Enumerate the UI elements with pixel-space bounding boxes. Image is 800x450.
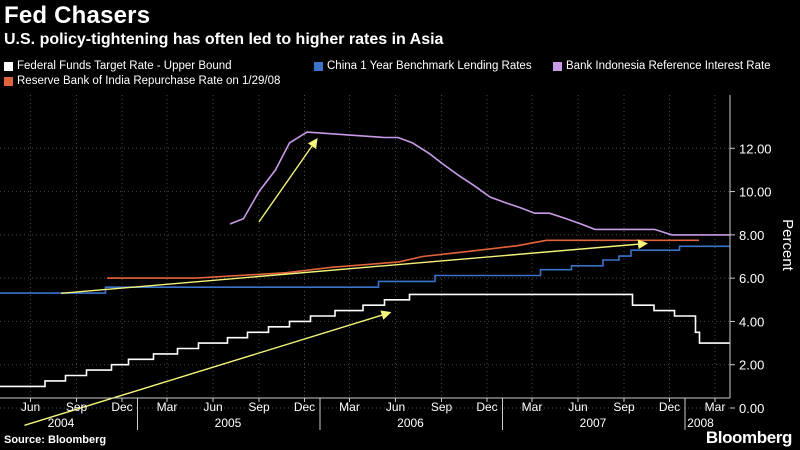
x-tick-label: Mar [522, 400, 543, 414]
series-line-0 [0, 293, 730, 388]
x-tick-label: Dec [111, 400, 132, 414]
y-tick-label: 6.00 [739, 271, 764, 286]
x-tick-label: Sep [66, 400, 88, 414]
series-line-1 [0, 245, 730, 294]
y-axis-title: Percent [779, 219, 796, 272]
series-line-3 [107, 239, 699, 279]
series-line-2 [229, 131, 730, 236]
y-tick-label: 4.00 [739, 314, 764, 329]
legend-item-fed-funds: Federal Funds Target Rate - Upper Bound [4, 60, 232, 72]
legend: Federal Funds Target Rate - Upper Bound … [0, 58, 800, 90]
annotation-layer [24, 137, 648, 426]
x-tick-label: Mar [339, 400, 360, 414]
annotation-arrow-0 [24, 310, 392, 426]
legend-item-china: China 1 Year Benchmark Lending Rates [314, 60, 532, 72]
x-year-label: 2005 [215, 416, 242, 430]
axis-layer: 0.00 2.00 4.00 6.00 8.00 10.00 12.00 Jun Sep Dec M… [0, 95, 796, 430]
annotation-arrow-2 [258, 137, 318, 223]
legend-swatch-china [314, 61, 323, 71]
x-tick-label: Dec [294, 400, 315, 414]
x-tick-label: Mar [157, 400, 178, 414]
x-tick-label: Sep [613, 400, 635, 414]
x-tick-label: Jun [568, 400, 587, 414]
chart-subtitle: U.S. policy-tightening has often led to … [4, 31, 444, 48]
x-year-label: 2008 [687, 416, 714, 430]
brand-logo: Bloomberg [705, 428, 793, 447]
x-tick-label: Mar [705, 400, 726, 414]
legend-label-fed-funds: Federal Funds Target Rate - Upper Bound [17, 60, 232, 72]
legend-swatch-fed-funds [4, 61, 13, 71]
x-year-label: 2006 [397, 416, 424, 430]
legend-swatch-india [4, 76, 13, 86]
x-tick-label: Jun [21, 400, 40, 414]
x-tick-label: Jun [203, 400, 222, 414]
legend-item-indonesia: Bank Indonesia Reference Interest Rate [553, 60, 771, 72]
series-layer [0, 131, 730, 388]
x-tick-label: Sep [431, 400, 453, 414]
y-tick-label: 10.00 [739, 185, 772, 200]
x-tick-label: Dec [659, 400, 680, 414]
legend-label-indonesia: Bank Indonesia Reference Interest Rate [566, 60, 771, 72]
x-tick-label: Sep [248, 400, 270, 414]
x-tick-label: Dec [476, 400, 497, 414]
legend-label-india: Reserve Bank of India Repurchase Rate on… [17, 75, 281, 87]
y-tick-label: 8.00 [739, 228, 764, 243]
source-note: Source: Bloomberg [4, 434, 107, 446]
legend-swatch-indonesia [553, 61, 562, 71]
x-year-label: 2004 [48, 416, 75, 430]
y-tick-label: 0.00 [739, 401, 764, 416]
legend-item-india: Reserve Bank of India Repurchase Rate on… [4, 75, 280, 87]
grid-layer [0, 95, 730, 409]
chart-title: Fed Chasers [4, 2, 151, 29]
x-tick-label: Jun [386, 400, 405, 414]
x-year-label: 2007 [580, 416, 607, 430]
y-tick-label: 2.00 [739, 358, 764, 373]
y-tick-label: 12.00 [739, 141, 772, 156]
annotation-arrow-1 [60, 239, 648, 294]
legend-label-china: China 1 Year Benchmark Lending Rates [327, 60, 532, 72]
